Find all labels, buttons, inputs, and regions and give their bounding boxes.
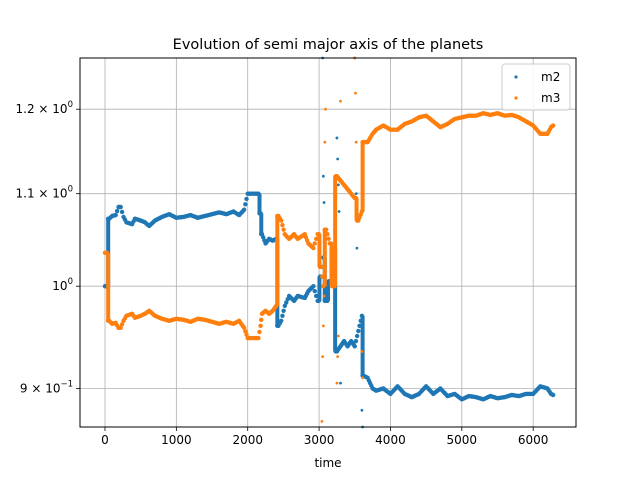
data-point-m3: [119, 322, 125, 327]
y-tick-label-base: 10: [52, 279, 67, 293]
data-point-m3: [312, 241, 317, 246]
outlier-point-m3: [324, 107, 327, 111]
y-tick-label: 1.2 × 100: [16, 100, 73, 116]
legend-label-m3: m3: [541, 91, 560, 105]
data-point-m2: [356, 328, 361, 334]
outlier-point-m2: [322, 201, 326, 204]
x-tick-label: 0: [101, 433, 109, 447]
y-tick-label-exponent: 0: [68, 100, 73, 110]
data-point-m3: [118, 325, 123, 331]
chart-title: Evolution of semi major axis of the plan…: [173, 37, 484, 53]
legend-marker-m2: [514, 75, 518, 79]
outlier-point-m2: [336, 183, 340, 187]
outlier-point-m2: [335, 136, 339, 140]
data-point-m2: [352, 344, 357, 349]
y-tick-label-base: 1.2 × 10: [16, 102, 68, 116]
data-point-m3: [324, 227, 329, 232]
outlier-point-m3: [361, 376, 365, 380]
outlier-point-m3: [321, 324, 325, 328]
x-tick-label: 3000: [304, 433, 335, 447]
data-point-m2: [279, 318, 284, 323]
outlier-point-m3: [321, 355, 325, 359]
data-layer: [102, 56, 556, 429]
data-point-m3: [319, 264, 324, 270]
outlier-point-m3: [336, 334, 340, 338]
data-point-m2: [118, 204, 123, 210]
data-point-m2: [243, 202, 248, 207]
data-point-m3: [326, 236, 331, 242]
outlier-point-m3: [354, 91, 357, 95]
data-point-m3: [258, 323, 263, 329]
y-tick-label: 100: [52, 277, 73, 293]
data-point-m2: [314, 293, 319, 299]
x-tick-label: 5000: [447, 433, 478, 447]
outlier-point-m2: [360, 408, 364, 412]
outlier-point-m3: [335, 381, 339, 385]
data-point-m2: [550, 392, 556, 398]
legend-box: [501, 63, 571, 111]
outlier-point-m3: [360, 350, 364, 353]
y-tick-label-exponent: 0: [68, 185, 73, 195]
data-point-m2: [354, 333, 360, 339]
data-point-m2: [244, 196, 249, 202]
x-tick-label: 6000: [518, 433, 549, 447]
data-point-m3: [279, 218, 284, 223]
y-tick-label-base: 1.1 × 10: [16, 187, 68, 201]
outlier-point-m2: [354, 192, 358, 196]
x-tick-label: 2000: [232, 433, 263, 447]
x-tick-label: 1000: [161, 433, 192, 447]
outlier-point-m2: [337, 210, 341, 213]
data-point-m3: [281, 227, 286, 232]
y-tick-label: 1.1 × 100: [16, 185, 73, 201]
data-point-m2: [284, 300, 289, 305]
data-point-m3: [257, 329, 262, 335]
data-point-m2: [282, 303, 288, 309]
grid-layer: [80, 58, 576, 427]
outlier-point-m2: [339, 381, 342, 385]
outlier-point-m2: [321, 174, 325, 178]
x-axis-label: time: [314, 456, 341, 470]
legend-marker-m3: [514, 96, 518, 100]
legend-label-m2: m2: [541, 70, 560, 84]
data-point-m3: [241, 325, 247, 331]
data-point-m3: [259, 317, 264, 322]
data-point-m3: [325, 232, 330, 237]
data-point-m2: [119, 209, 125, 215]
outlier-point-m3: [320, 420, 324, 423]
series-m3: [102, 56, 556, 423]
data-point-m2: [241, 207, 247, 212]
outlier-point-m3: [336, 355, 340, 359]
data-point-m3: [314, 236, 319, 242]
outlier-point-m3: [339, 99, 342, 103]
y-tick-label-base: 9 × 10: [20, 381, 61, 395]
data-point-m3: [244, 332, 249, 337]
data-point-m2: [280, 313, 285, 318]
data-point-m2: [311, 284, 316, 289]
legend: m2 m3: [501, 63, 571, 111]
data-point-m2: [353, 338, 359, 344]
data-point-m3: [243, 329, 248, 334]
outlier-point-m2: [355, 246, 359, 250]
data-point-m3: [550, 123, 556, 128]
data-point-m3: [280, 222, 285, 228]
y-tick-label-exponent: 0: [68, 277, 73, 287]
data-point-m2: [312, 288, 317, 294]
outlier-point-m2: [336, 157, 340, 161]
data-point-m3: [256, 335, 261, 341]
outlier-point-m3: [322, 294, 326, 298]
plot-area-frame: [79, 57, 577, 428]
y-tick-label-exponent: −1: [60, 379, 73, 389]
outlier-point-m3: [354, 140, 358, 144]
y-tick-label: 9 × 10−1: [20, 379, 73, 395]
outlier-point-m3: [323, 140, 327, 144]
data-point-m2: [113, 212, 118, 218]
data-point-m2: [281, 308, 286, 313]
x-tick-label: 4000: [375, 433, 406, 447]
data-point-m3: [311, 245, 316, 251]
data-point-m2: [114, 208, 120, 214]
